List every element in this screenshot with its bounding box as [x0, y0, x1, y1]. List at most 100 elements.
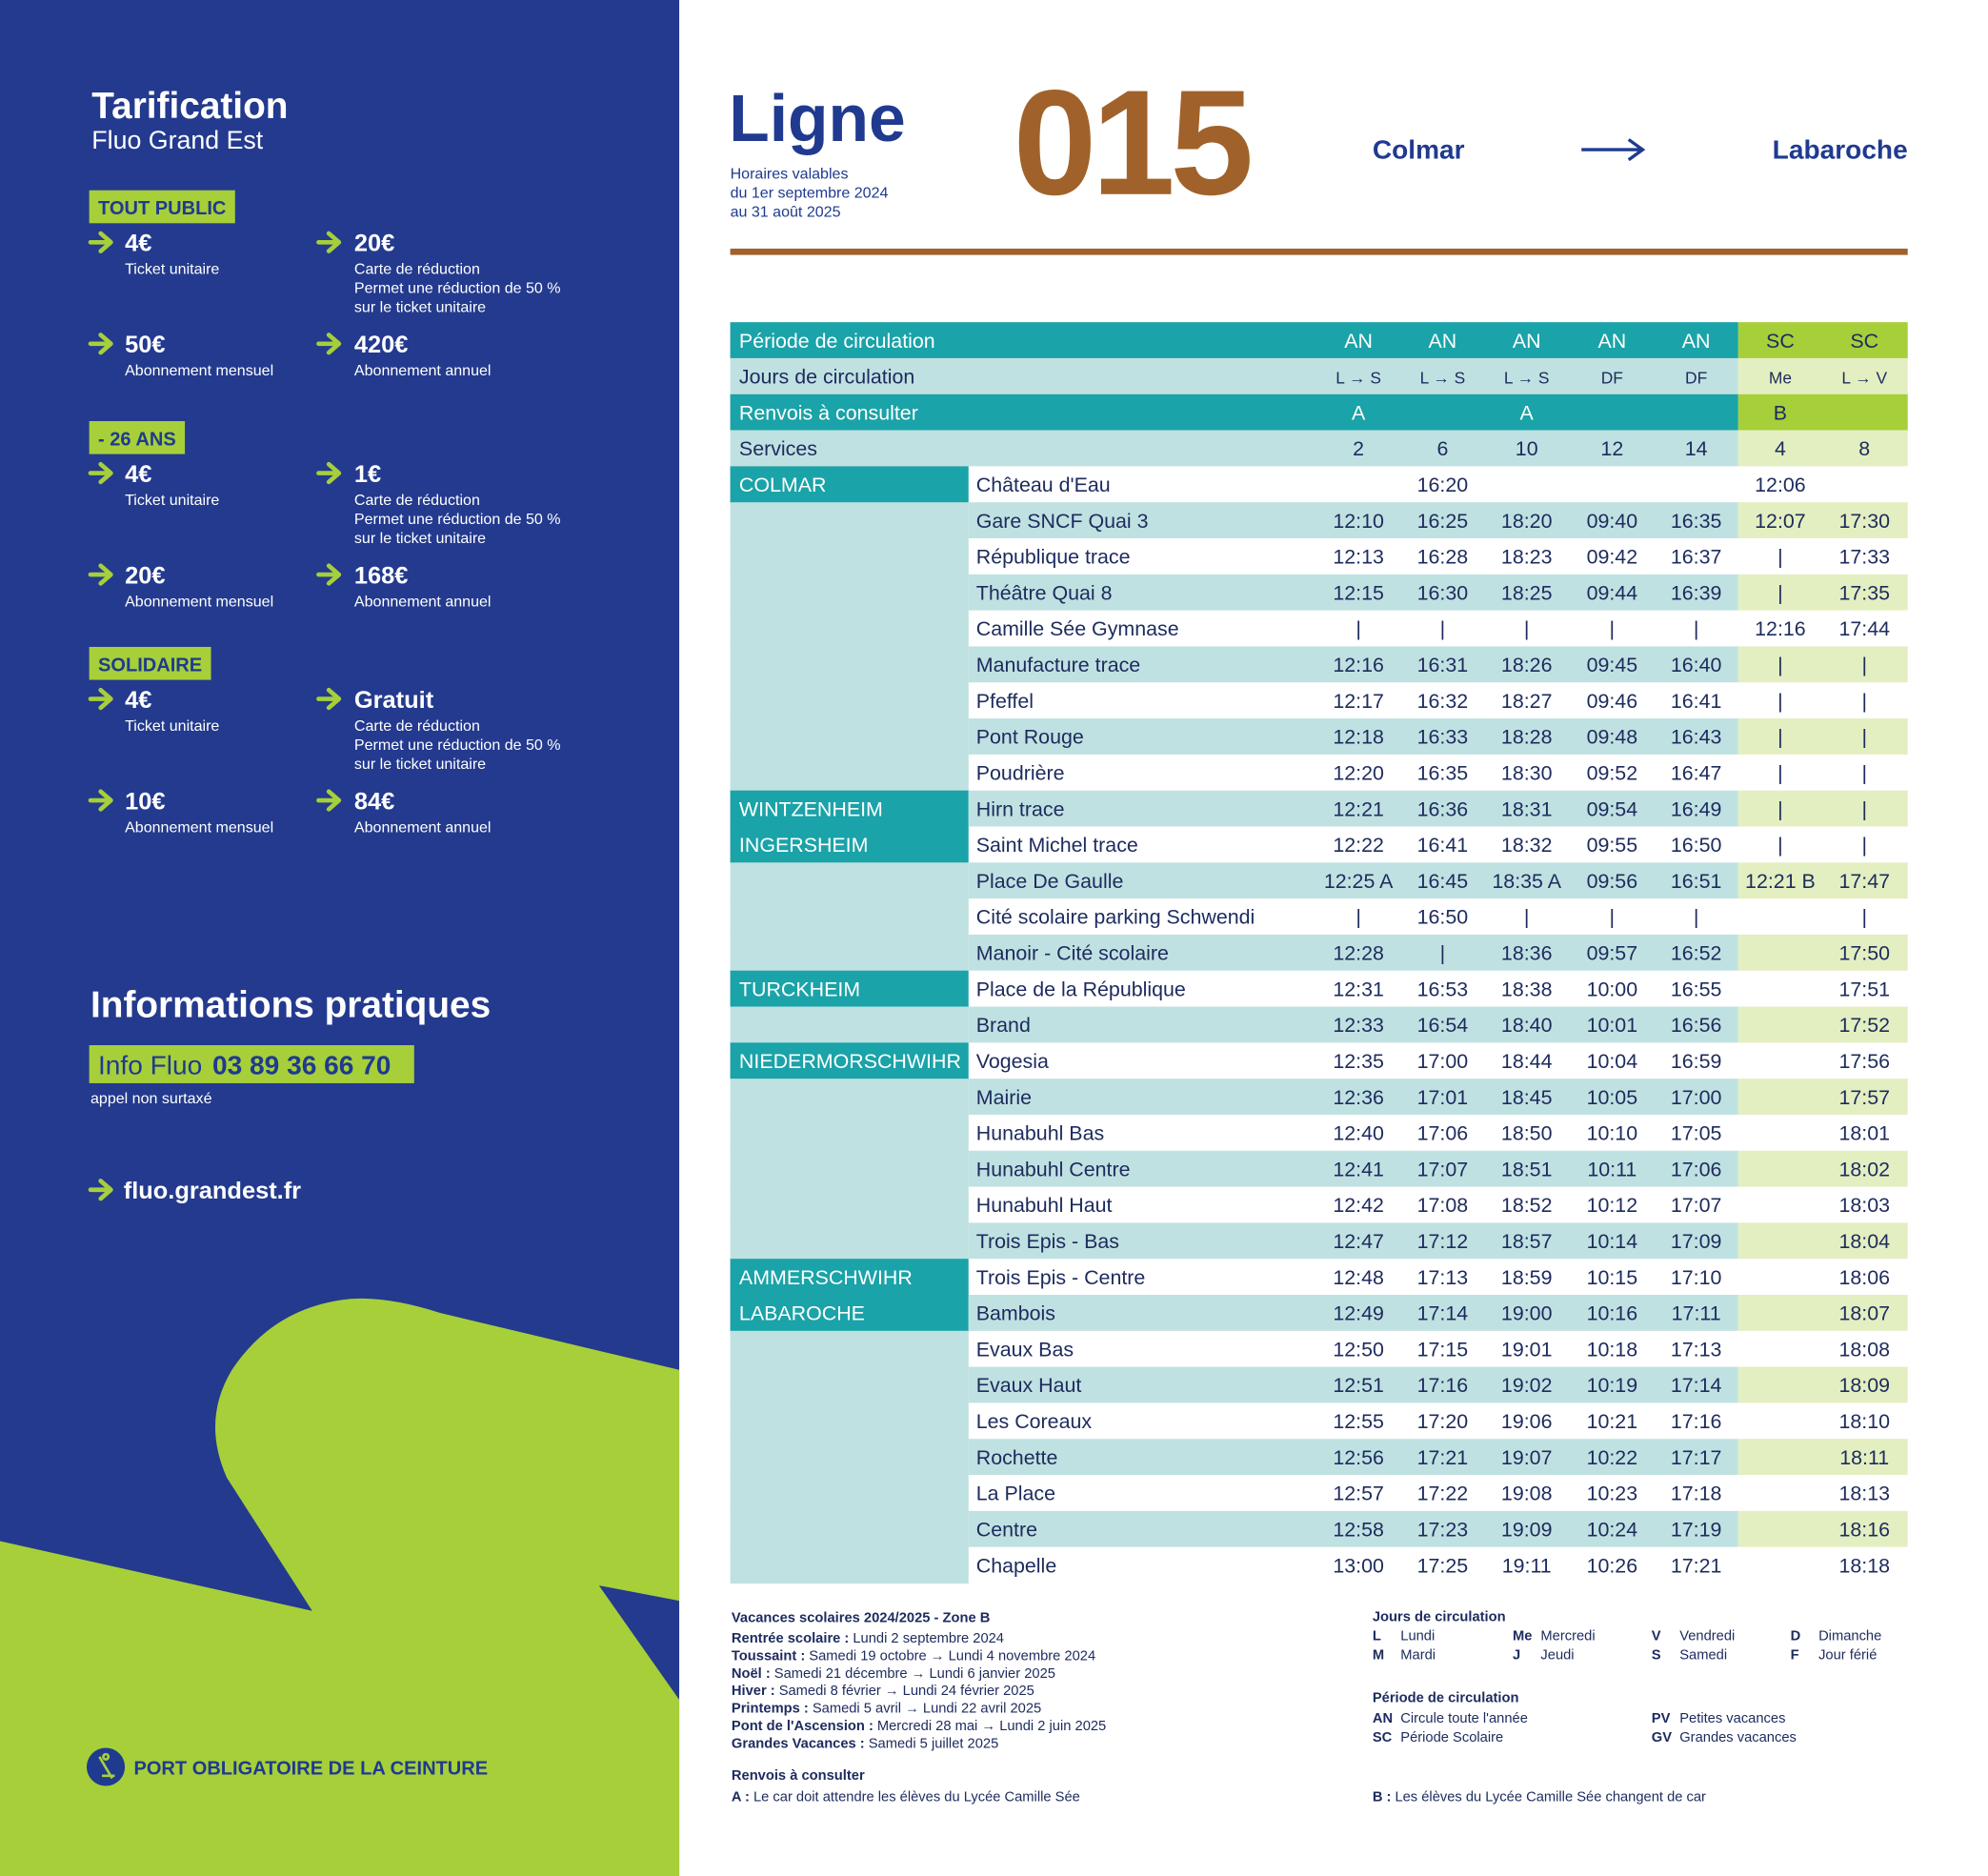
column-header: 6 — [1436, 437, 1448, 460]
departure-time: 12:51 — [1333, 1374, 1384, 1397]
legend-name: Jour férié — [1818, 1647, 1877, 1663]
stop-name: Mairie — [976, 1086, 1032, 1109]
row-stripe — [968, 502, 1738, 539]
departure-time: | — [1777, 546, 1783, 569]
commune-cell — [730, 1222, 969, 1260]
note-line: Pont de l'Ascension : Mercredi 28 mai → L… — [732, 1719, 1106, 1734]
departure-time: 17:44 — [1838, 617, 1890, 640]
stop-name: Les Coreaux — [976, 1410, 1093, 1433]
departure-time: 12:55 — [1333, 1410, 1384, 1433]
departure-time: 18:40 — [1501, 1014, 1553, 1037]
note-label: Printemps : — [732, 1702, 809, 1717]
departure-time: | — [1524, 617, 1530, 640]
departure-time: 12:50 — [1333, 1338, 1384, 1361]
commune-cell — [730, 1079, 969, 1116]
departure-time: 10:24 — [1587, 1519, 1638, 1542]
row-stripe — [968, 790, 1738, 827]
departure-time: 10:22 — [1587, 1446, 1638, 1469]
row-stripe-school — [1737, 934, 1908, 971]
stop-name: La Place — [976, 1483, 1055, 1505]
departure-time: 17:00 — [1417, 1050, 1469, 1073]
arrow-icon — [316, 687, 342, 711]
commune: WINTZENHEIM — [739, 797, 883, 820]
departure-time: 19:09 — [1501, 1519, 1553, 1542]
row-label: Services — [739, 437, 817, 460]
price: 4€ — [125, 231, 151, 257]
arrow-icon — [316, 461, 342, 485]
departure-time: 18:59 — [1501, 1266, 1553, 1289]
departure-time: 12:58 — [1333, 1519, 1384, 1542]
stop-name: Pfeffel — [976, 690, 1034, 713]
stop-name: Saint Michel trace — [976, 834, 1138, 857]
tarification-subtitle: Fluo Grand Est — [91, 126, 264, 154]
departure-time: | — [1861, 797, 1867, 820]
arrow-icon — [316, 333, 342, 355]
departure-time: | — [1861, 654, 1867, 676]
commune-cell — [730, 574, 969, 612]
note-label: Rentrée scolaire : — [732, 1631, 849, 1646]
departure-time: 09:46 — [1587, 690, 1638, 713]
arrow-icon — [88, 1179, 113, 1201]
note-text: Samedi 21 décembre → Lundi 6 janvier 202… — [774, 1666, 1055, 1682]
departure-time: 17:00 — [1671, 1086, 1722, 1109]
column-header: L → S — [1335, 369, 1381, 388]
departure-time: 19:01 — [1501, 1338, 1553, 1361]
commune: LABAROCHE — [739, 1302, 865, 1325]
stop-name: Chapelle — [976, 1554, 1056, 1577]
column-header: AN — [1429, 330, 1457, 353]
departure-time: 18:04 — [1838, 1230, 1890, 1253]
note-label: B : — [1373, 1789, 1392, 1805]
stop-name: Hunabuhl Haut — [976, 1194, 1113, 1217]
stop-name: République trace — [976, 546, 1131, 569]
note-label: Noël : — [732, 1666, 771, 1682]
note-title: Renvois à consulter — [732, 1768, 865, 1784]
departure-time: 10:21 — [1587, 1410, 1638, 1433]
row-stripe — [968, 1006, 1738, 1043]
departure-time: 17:16 — [1417, 1374, 1469, 1397]
stop-name: Hunabuhl Bas — [976, 1122, 1104, 1145]
departure-time: 16:25 — [1417, 510, 1469, 533]
departure-time: 18:10 — [1838, 1410, 1890, 1433]
departure-time: 17:10 — [1671, 1266, 1722, 1289]
row-stripe-school — [1737, 1510, 1908, 1547]
departure-time: 17:30 — [1838, 510, 1890, 533]
badge-label: SOLIDAIRE — [98, 655, 202, 676]
departure-time: 18:02 — [1838, 1158, 1890, 1180]
info-note: appel non surtaxé — [90, 1091, 212, 1107]
departure-time: 12:36 — [1333, 1086, 1384, 1109]
departure-time: | — [1777, 762, 1783, 785]
note-text: Samedi 5 avril → Lundi 22 avril 2025 — [813, 1702, 1041, 1717]
header-row — [730, 322, 1738, 358]
departure-time: | — [1610, 617, 1616, 640]
note-label: Toussaint : — [732, 1648, 805, 1664]
note-line: Printemps : Samedi 5 avril → Lundi 22 avr… — [732, 1702, 1041, 1717]
badge — [89, 190, 235, 224]
departure-time: 17:50 — [1838, 942, 1890, 965]
price-description: Permet une réduction de 50 % — [354, 737, 561, 754]
commune-cell — [730, 754, 969, 792]
commune-cell — [730, 790, 969, 828]
row-stripe — [968, 862, 1738, 899]
departure-time: 09:44 — [1587, 581, 1638, 604]
price-description: Abonnement annuel — [354, 819, 492, 836]
departure-time: 10:01 — [1587, 1014, 1638, 1037]
departure-time: 19:08 — [1501, 1483, 1553, 1505]
commune-cell — [730, 646, 969, 683]
stop-name: Brand — [976, 1014, 1031, 1037]
info-box — [89, 1044, 414, 1083]
commune-cell — [730, 538, 969, 575]
departure-time: 16:50 — [1417, 906, 1469, 929]
legend-code: S — [1652, 1647, 1661, 1663]
departure-time: 18:26 — [1501, 654, 1553, 676]
departure-time: 19:02 — [1501, 1374, 1553, 1397]
departure-time: 17:14 — [1671, 1374, 1722, 1397]
stop-name: Evaux Haut — [976, 1374, 1082, 1397]
row-stripe-school — [1737, 574, 1908, 611]
departure-time: 18:44 — [1501, 1050, 1553, 1073]
price-description: Ticket unitaire — [125, 718, 219, 735]
departure-time: 10:00 — [1587, 978, 1638, 1000]
departure-time: 19:00 — [1501, 1302, 1553, 1325]
departure-time: 09:56 — [1587, 870, 1638, 893]
departure-time: 16:33 — [1417, 726, 1469, 749]
